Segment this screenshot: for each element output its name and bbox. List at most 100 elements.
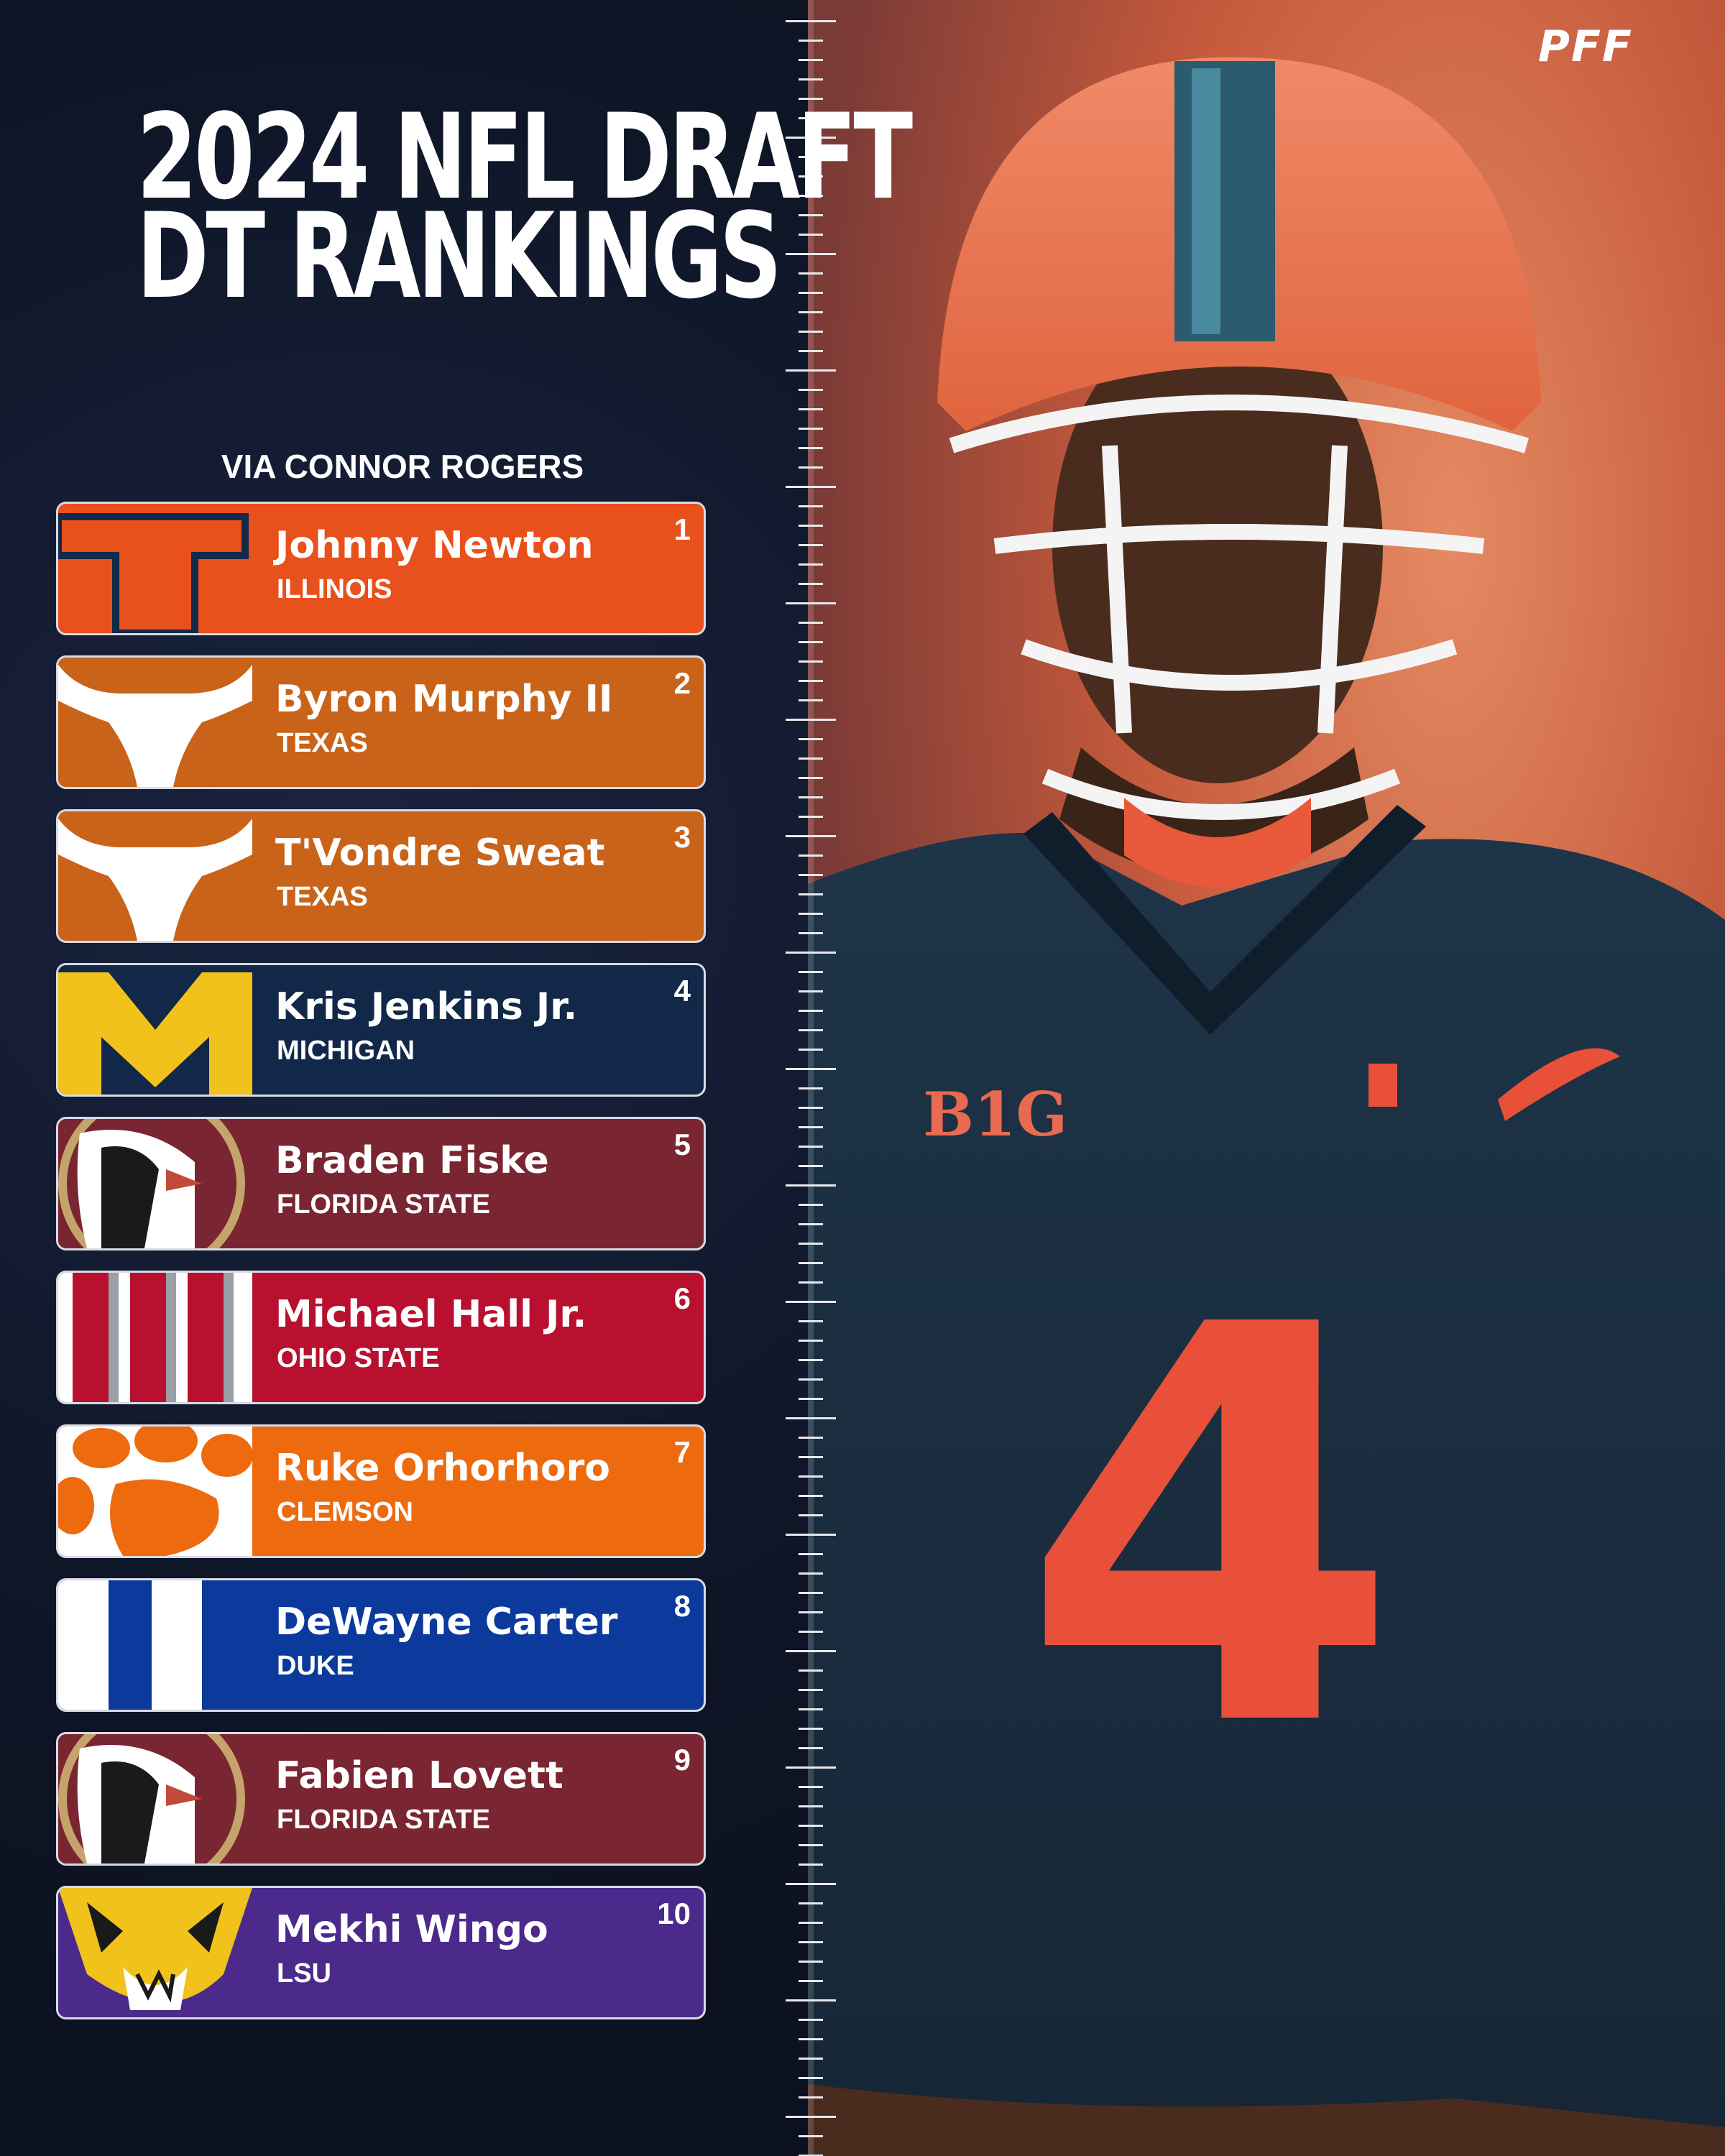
ranking-card: Mekhi Wingo LSU 10: [56, 1886, 706, 2019]
ruler-tick: [799, 59, 823, 61]
ruler-tick: [799, 854, 823, 857]
rank-number: 1: [673, 512, 691, 546]
rank-number: 6: [673, 1281, 691, 1315]
ruler-tick: [799, 1514, 823, 1516]
ranking-card: Johnny Newton ILLINOIS 1: [56, 502, 706, 635]
school-name: MICHIGAN: [277, 1036, 415, 1066]
ruler-tick: [786, 719, 836, 721]
ruler-tick: [799, 466, 823, 469]
ruler-tick: [786, 952, 836, 954]
michigan-logo: [58, 965, 252, 1095]
school-name: ILLINOIS: [277, 574, 392, 604]
ruler-tick: [799, 1320, 823, 1322]
ruler-tick: [799, 874, 823, 876]
ruler-tick: [799, 1922, 823, 1924]
ruler-tick: [799, 40, 823, 42]
ruler-tick: [799, 1825, 823, 1827]
ruler-tick: [799, 738, 823, 740]
ruler-tick: [786, 1184, 836, 1187]
ruler-tick: [799, 641, 823, 643]
ruler-tick: [799, 234, 823, 236]
rank-number: 10: [657, 1897, 691, 1930]
ruler-tick: [799, 1010, 823, 1012]
ruler-tick: [799, 1961, 823, 1963]
ruler-tick: [799, 2155, 823, 2156]
player-name: Ruke Orhorhoro: [275, 1447, 610, 1490]
page-title: 2024 NFL DRAFT DT RANKINGS: [43, 88, 913, 325]
ranking-card: Ruke Orhorhoro CLEMSON 7: [56, 1424, 706, 1558]
ruler-tick: [799, 1941, 823, 1943]
player-name: Byron Murphy II: [275, 678, 613, 721]
ruler-tick: [799, 272, 823, 275]
big-ten-patch: B1G: [923, 1079, 1067, 1150]
ruler-tick: [799, 2135, 823, 2137]
ruler-tick: [799, 1708, 823, 1710]
measuring-ruler: [808, 0, 814, 2156]
rank-number: 5: [673, 1128, 691, 1161]
title-line-1: 2024 NFL DRAFT: [137, 88, 913, 226]
ruler-tick: [799, 1553, 823, 1555]
ohio-state-logo: [58, 1273, 252, 1402]
ruler-tick: [799, 408, 823, 410]
ruler-tick: [799, 660, 823, 663]
rank-number: 8: [673, 1589, 691, 1623]
ruler-tick: [786, 1417, 836, 1419]
jersey-number: 4: [1021, 1212, 1401, 1847]
ruler-tick: [799, 1786, 823, 1788]
ruler-tick: [786, 486, 836, 488]
ranking-card: DeWayne Carter DUKE 8: [56, 1578, 706, 1712]
ruler-tick: [799, 1728, 823, 1730]
player-name: Fabien Lovett: [275, 1754, 564, 1797]
ruler-tick: [799, 1223, 823, 1225]
rank-number: 4: [673, 974, 691, 1008]
ruler-tick: [799, 156, 823, 158]
ranking-card: Kris Jenkins Jr. MICHIGAN 4: [56, 963, 706, 1097]
ruler-tick: [799, 428, 823, 430]
ruler-tick: [799, 292, 823, 294]
ruler-tick: [786, 1650, 836, 1652]
ruler-tick: [799, 311, 823, 313]
ruler-tick: [786, 253, 836, 255]
ruler-tick: [799, 913, 823, 915]
ruler-tick: [799, 331, 823, 333]
player-name: Braden Fiske: [275, 1139, 549, 1182]
ranking-card: Braden Fiske FLORIDA STATE 5: [56, 1117, 706, 1250]
player-name: Mekhi Wingo: [275, 1908, 548, 1951]
ruler-tick: [786, 2116, 836, 2118]
ruler-tick: [799, 2038, 823, 2040]
ruler-tick: [799, 757, 823, 760]
school-name: FLORIDA STATE: [277, 1189, 490, 1220]
ruler-tick: [799, 777, 823, 779]
ruler-tick: [799, 1611, 823, 1613]
duke-logo: [58, 1580, 252, 1710]
ruler-tick: [799, 525, 823, 527]
ruler-tick: [786, 137, 836, 139]
texas-longhorn-logo: [58, 811, 252, 941]
rank-number: 9: [673, 1743, 691, 1777]
ruler-tick: [799, 78, 823, 80]
ruler-tick: [799, 117, 823, 119]
title-line-2: DT RANKINGS: [137, 188, 782, 325]
ruler-tick: [799, 1107, 823, 1109]
ruler-tick: [786, 1301, 836, 1303]
player-name: DeWayne Carter: [275, 1600, 618, 1644]
ruler-tick: [799, 1631, 823, 1633]
ruler-tick: [799, 1049, 823, 1051]
ranking-card: Byron Murphy II TEXAS 2: [56, 655, 706, 789]
player-name: T'Vondre Sweat: [275, 831, 605, 875]
ruler-tick: [799, 447, 823, 449]
rank-number: 3: [673, 820, 691, 854]
ruler-tick: [799, 796, 823, 798]
ruler-tick: [799, 1398, 823, 1400]
ruler-tick: [799, 1592, 823, 1594]
texas-longhorn-logo: [58, 658, 252, 787]
ruler-tick: [799, 1146, 823, 1148]
ruler-tick: [786, 20, 836, 22]
player-name: Johnny Newton: [275, 524, 594, 567]
player-name: Michael Hall Jr.: [275, 1293, 587, 1336]
ranking-card: Fabien Lovett FLORIDA STATE 9: [56, 1732, 706, 1866]
ruler-tick: [799, 563, 823, 566]
ranking-card: T'Vondre Sweat TEXAS 3: [56, 809, 706, 943]
ruler-tick: [786, 835, 836, 837]
